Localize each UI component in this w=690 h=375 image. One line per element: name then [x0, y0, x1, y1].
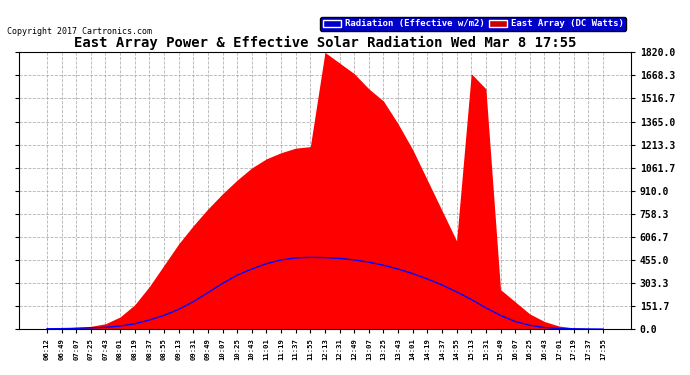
Title: East Array Power & Effective Solar Radiation Wed Mar 8 17:55: East Array Power & Effective Solar Radia…: [74, 36, 576, 50]
Text: Copyright 2017 Cartronics.com: Copyright 2017 Cartronics.com: [7, 27, 152, 36]
Legend: Radiation (Effective w/m2), East Array (DC Watts): Radiation (Effective w/m2), East Array (…: [320, 17, 627, 31]
